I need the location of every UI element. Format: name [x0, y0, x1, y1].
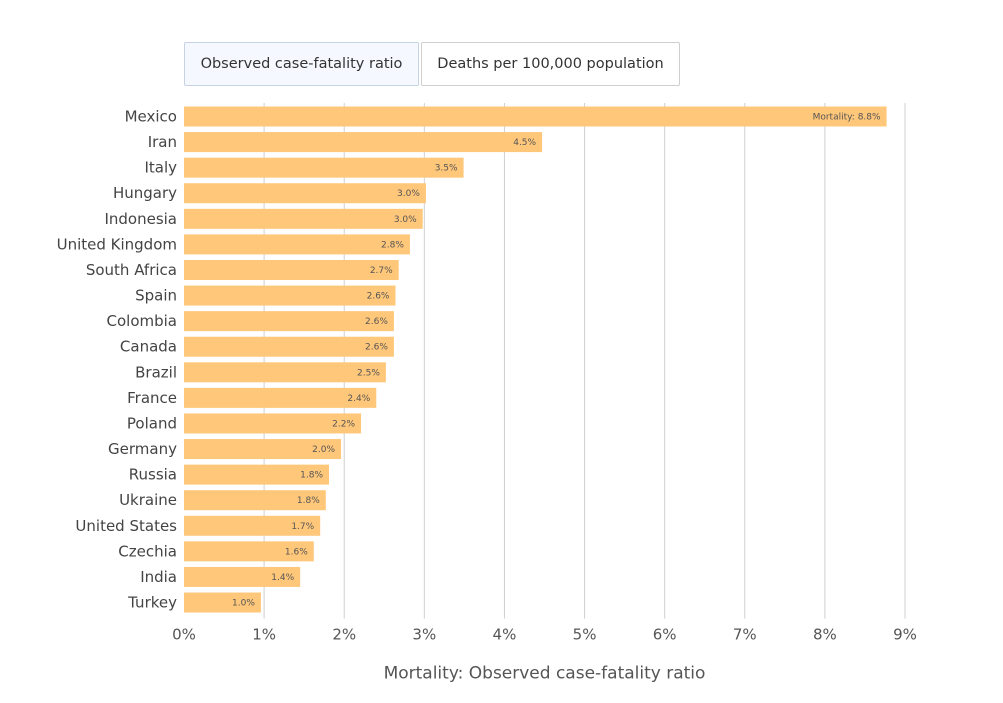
category-label: Turkey	[127, 594, 177, 612]
x-tick-label: 7%	[733, 626, 757, 644]
bar[interactable]	[184, 285, 396, 306]
category-label: Germany	[108, 440, 177, 458]
bar[interactable]	[184, 413, 362, 434]
bar-data-label: 2.6%	[367, 292, 390, 302]
bar[interactable]	[184, 336, 394, 357]
category-label: Hungary	[113, 184, 177, 202]
bar-data-label: 3.5%	[435, 164, 458, 174]
bar-data-label: 3.0%	[397, 189, 420, 199]
bar-data-label: 1.4%	[271, 573, 294, 583]
bar-data-label: 1.7%	[291, 522, 314, 532]
bar-data-label: 2.5%	[357, 368, 380, 378]
category-label: Canada	[120, 338, 177, 356]
x-tick-label: 1%	[252, 626, 276, 644]
category-label: United Kingdom	[57, 235, 177, 253]
bar[interactable]	[184, 387, 377, 408]
gridlines	[263, 103, 906, 619]
bar-data-label: 2.6%	[365, 343, 388, 353]
category-label: India	[140, 568, 177, 586]
x-tick-label: 3%	[412, 626, 436, 644]
bar-data-label: 1.0%	[232, 599, 255, 609]
bar-data-label: 2.6%	[365, 317, 388, 327]
bar[interactable]	[184, 311, 394, 332]
bar-data-label: 1.8%	[297, 496, 320, 506]
category-label: France	[127, 389, 177, 407]
bar-data-label: 2.2%	[332, 419, 355, 429]
x-tick-label: 8%	[813, 626, 837, 644]
category-label: Poland	[127, 414, 177, 432]
bar[interactable]	[184, 132, 543, 153]
category-label: Mexico	[125, 108, 177, 126]
category-label: Colombia	[107, 312, 178, 330]
x-tick-label: 2%	[332, 626, 356, 644]
x-tick-label: 4%	[493, 626, 517, 644]
bar[interactable]	[184, 106, 887, 127]
x-tick-label: 6%	[653, 626, 677, 644]
bar-data-label: 1.8%	[300, 471, 323, 481]
bar[interactable]	[184, 566, 301, 587]
bar-data-label: Mortality: 8.8%	[813, 113, 881, 123]
bar-data-label: 2.8%	[381, 240, 404, 250]
metric-tabs: Observed case-fatality ratio Deaths per …	[184, 42, 680, 86]
bar[interactable]	[184, 362, 386, 383]
bar[interactable]	[184, 541, 314, 562]
bar[interactable]	[184, 259, 399, 280]
tab-deaths-per-100k[interactable]: Deaths per 100,000 population	[421, 42, 680, 86]
bar[interactable]	[184, 157, 464, 178]
category-label: Italy	[144, 159, 177, 177]
tab-case-fatality-ratio[interactable]: Observed case-fatality ratio	[184, 42, 419, 86]
bar[interactable]	[184, 515, 321, 536]
bar[interactable]	[184, 183, 426, 204]
category-label: South Africa	[86, 261, 177, 279]
category-label: Ukraine	[119, 491, 177, 509]
category-label: Indonesia	[104, 210, 177, 228]
bar-data-label: 4.5%	[513, 138, 536, 148]
bar-data-label: 2.4%	[347, 394, 370, 404]
category-label: Russia	[129, 466, 177, 484]
bar[interactable]	[184, 208, 423, 229]
bar-data-label: 2.0%	[312, 445, 335, 455]
bar-data-label: 1.6%	[285, 547, 308, 557]
category-label: Czechia	[118, 542, 177, 560]
category-label: Brazil	[135, 363, 177, 381]
bar[interactable]	[184, 439, 342, 460]
x-tick-labels: 0% 1% 2% 3% 4% 5% 6% 7% 8% 9%	[172, 626, 917, 644]
category-labels: Mexico Iran Italy Hungary Indonesia United Ki…	[57, 108, 178, 612]
category-label: United States	[75, 517, 177, 535]
bar[interactable]	[184, 234, 410, 255]
x-tick-label: 0%	[172, 626, 196, 644]
x-axis-title: Mortality: Observed case-fatality ratio	[384, 664, 706, 684]
bar[interactable]	[184, 464, 330, 485]
bars: Mortality: 8.8% 4.5% 3.5% 3.0% 3.0% 2.8% 2.7% 2…	[184, 106, 887, 613]
x-tick-label: 9%	[893, 626, 917, 644]
category-label: Iran	[148, 133, 177, 151]
bar-data-label: 2.7%	[370, 266, 393, 276]
bar-data-label: 3.0%	[394, 215, 417, 225]
bar[interactable]	[184, 592, 261, 613]
bar[interactable]	[184, 490, 326, 511]
category-label: Spain	[135, 287, 177, 305]
x-tick-label: 5%	[573, 626, 597, 644]
